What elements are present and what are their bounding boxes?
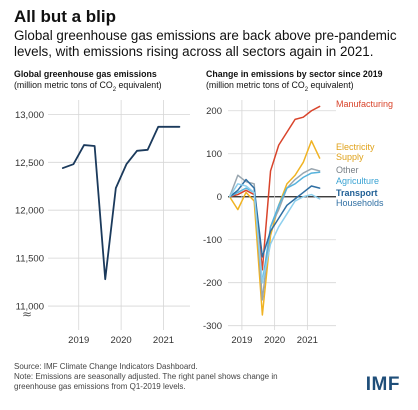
legend-label-households: Households	[336, 198, 384, 208]
series-line-manufacturing	[228, 105, 321, 271]
right-panel-unit-subscript: 2	[304, 86, 309, 93]
right-panel-unit: (million metric tons of CO2 equivalent)	[206, 80, 354, 96]
note-line-2: greenhouse gas emissions from Q1-2019 le…	[14, 382, 186, 391]
x-tick-label: 2020	[264, 335, 285, 346]
right-chart: -300 -200 -100 0 100 200 2019 2020 2021 Manufactu…	[203, 99, 393, 346]
series-line-electricity-supply	[228, 140, 321, 316]
legend-label-transport: Transport	[336, 188, 378, 198]
left-chart: 11,000 11,500 12,000 12,500 13,000 2019 2020 20…	[15, 100, 190, 346]
legend-label-other: Other	[336, 165, 359, 175]
y-tick-label: 200	[206, 106, 222, 117]
source-note: Source: IMF Climate Change Indicators Da…	[14, 362, 198, 371]
left-panel-unit-text: (million metric tons of CO	[14, 80, 113, 90]
x-tick-label: 2021	[297, 335, 318, 346]
page-title: All but a blip	[14, 7, 116, 26]
imf-logo: IMF	[365, 374, 400, 395]
right-panel-title: Change in emissions by sector since 2019	[206, 69, 383, 79]
y-tick-label: 100	[206, 149, 222, 160]
series-line-agriculture	[228, 171, 321, 284]
page-subtitle: Global greenhouse gas emissions are back…	[14, 28, 397, 59]
left-panel-title: Global greenhouse gas emissions	[14, 69, 157, 79]
y-tick-label: 0	[217, 192, 222, 203]
x-tick-label: 2019	[231, 335, 252, 346]
y-tick-label: 13,000	[15, 110, 44, 121]
legend-label-electricity-supply: Supply	[336, 152, 364, 162]
right-panel-unit-text: (million metric tons of CO	[206, 80, 305, 90]
series-line-series	[61, 125, 181, 281]
legend-label-electricity-supply: Electricity	[336, 142, 375, 152]
y-tick-label: -100	[203, 235, 222, 246]
y-tick-label: 11,000	[16, 302, 44, 313]
left-panel-unit-subscript: 2	[112, 86, 117, 93]
y-tick-label: 12,500	[15, 158, 44, 169]
y-tick-label: 12,000	[15, 206, 44, 217]
left-panel-unit-text-end: equivalent)	[116, 80, 162, 90]
y-tick-label: -300	[203, 321, 222, 332]
x-tick-label: 2019	[68, 335, 89, 346]
x-tick-label: 2021	[153, 335, 174, 346]
axis-break-icon: ≈	[22, 307, 32, 321]
legend-label-agriculture: Agriculture	[336, 176, 379, 186]
right-panel-unit-text-end: equivalent)	[308, 80, 354, 90]
left-panel-unit: (million metric tons of CO2 equivalent)	[14, 80, 162, 96]
y-tick-label: 11,500	[16, 254, 44, 265]
series-line-households	[228, 183, 321, 284]
legend-label-manufacturing: Manufacturing	[336, 99, 393, 109]
note-line-1: Note: Emissions are seasonally adjusted.…	[14, 372, 278, 381]
x-tick-label: 2020	[111, 335, 132, 346]
series-line-transport	[228, 178, 321, 258]
y-tick-label: -200	[203, 278, 222, 289]
